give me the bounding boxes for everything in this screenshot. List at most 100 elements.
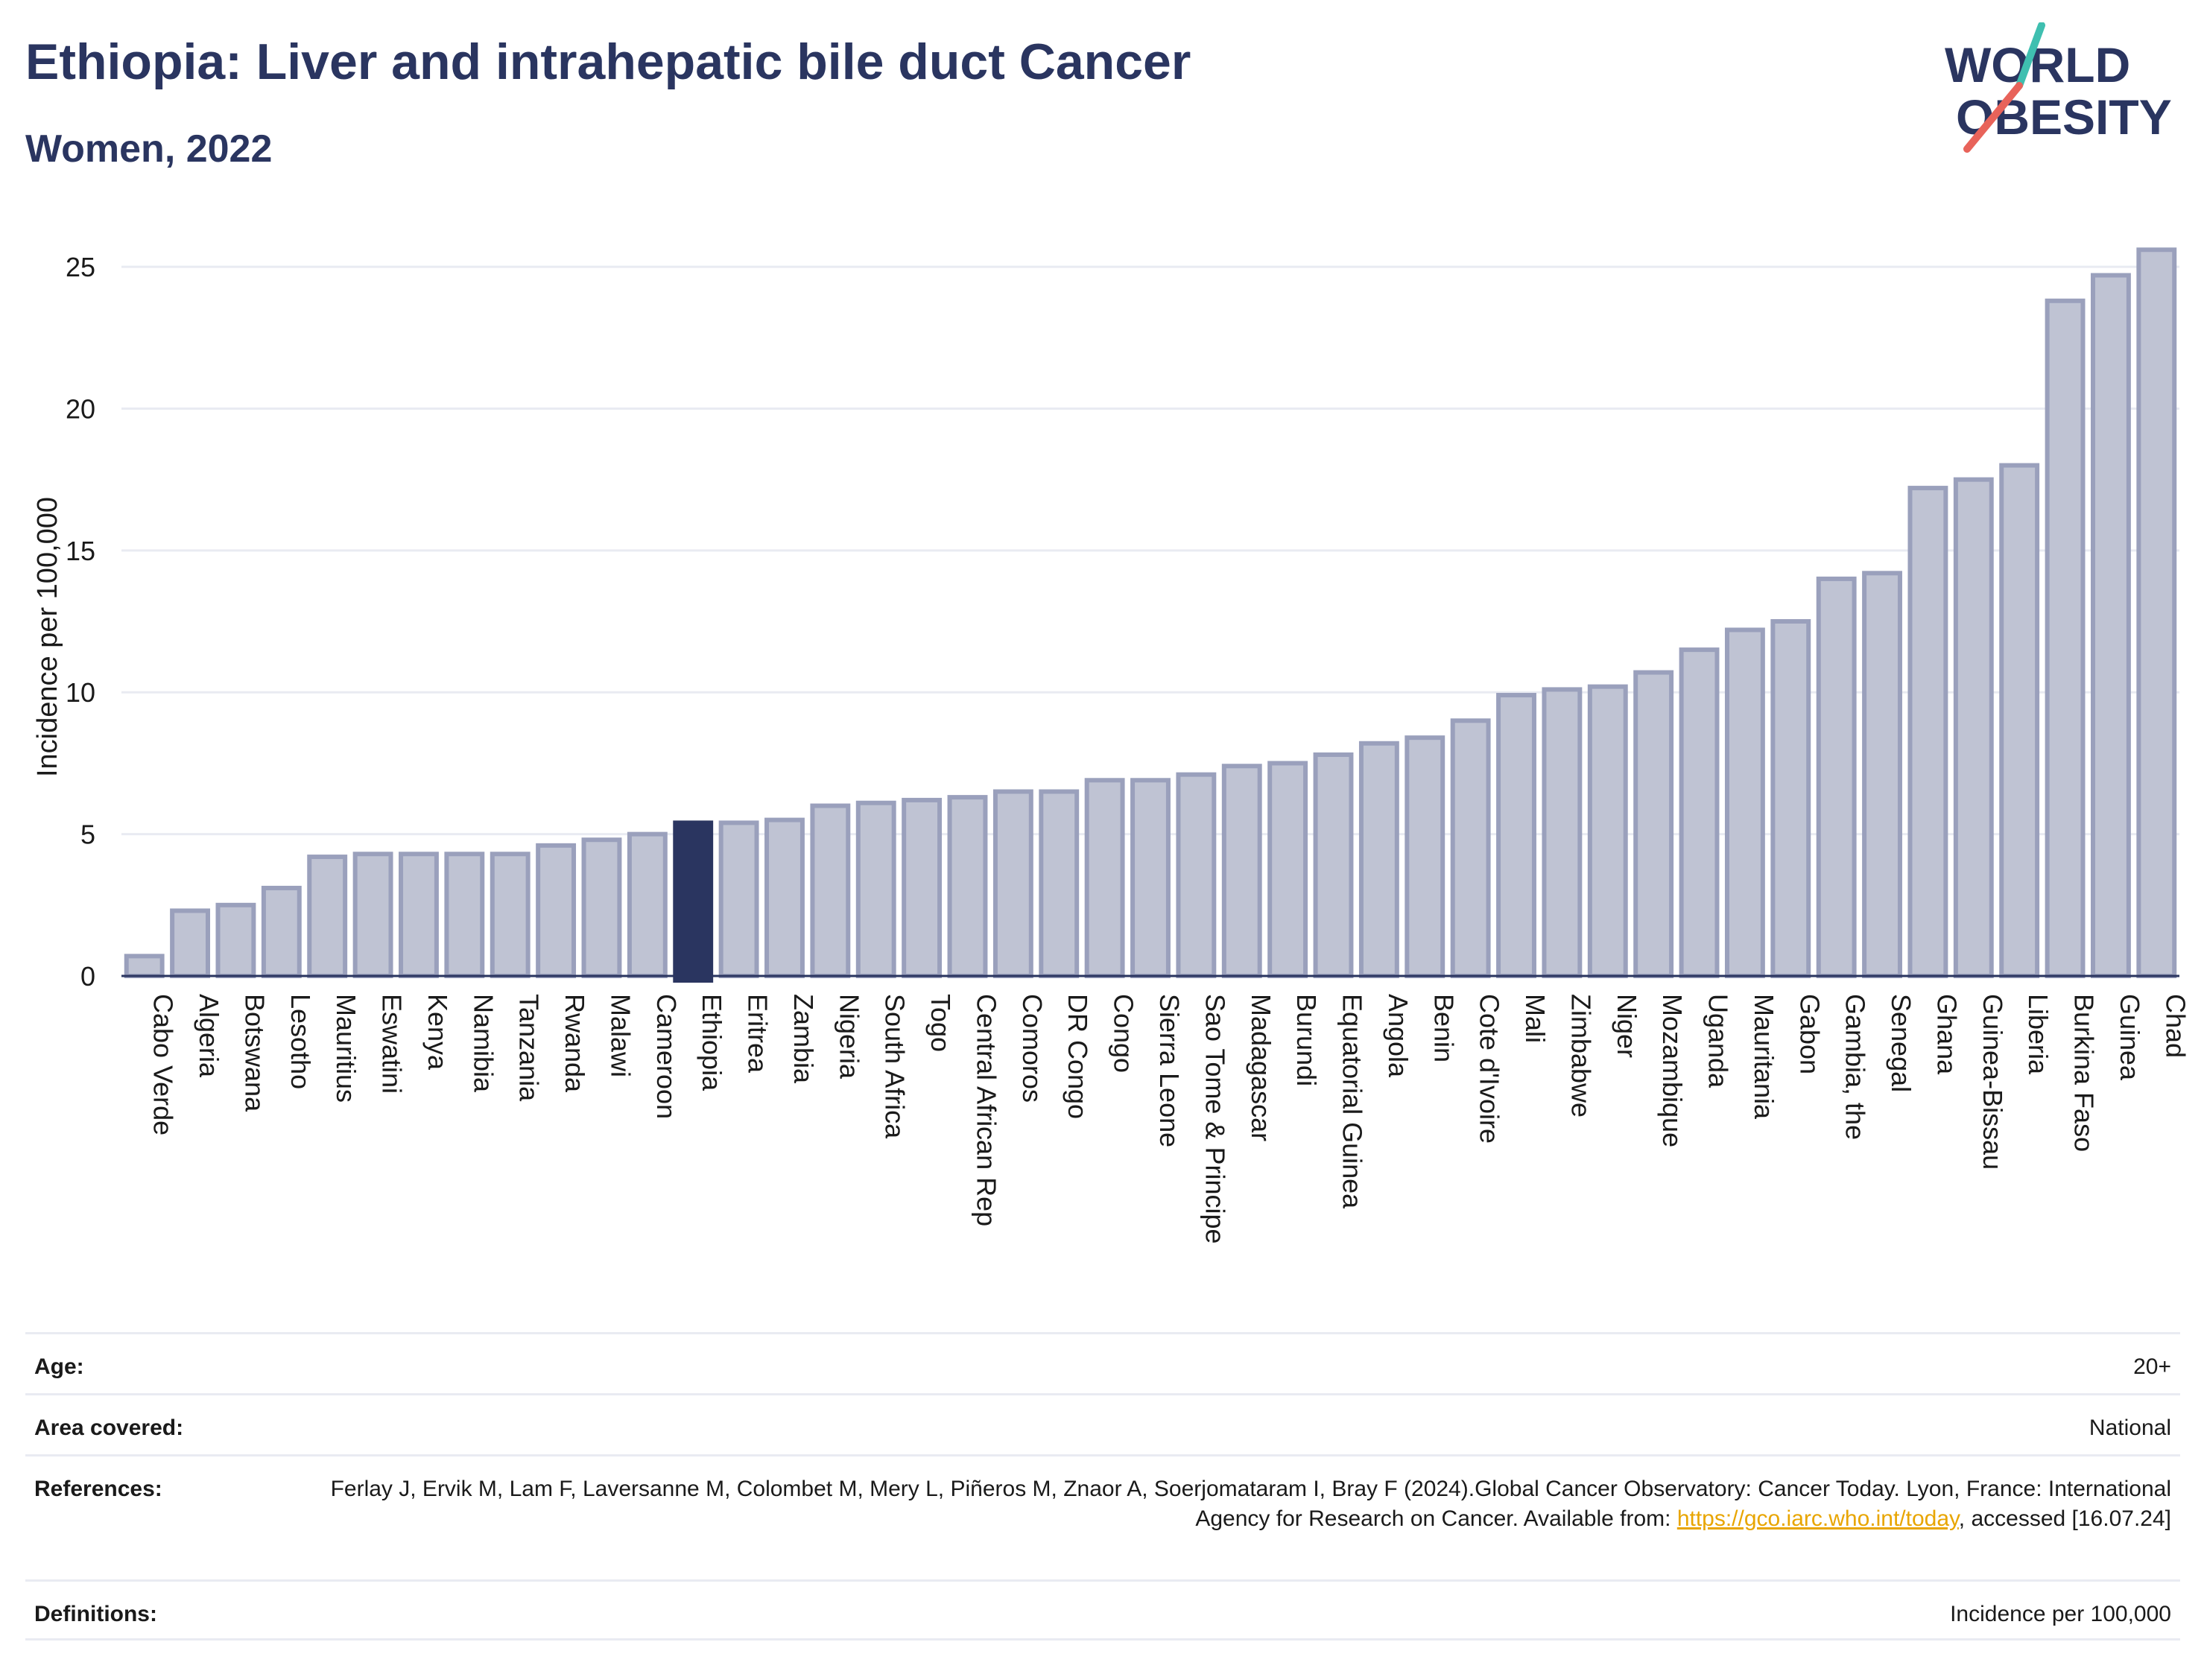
x-tick-label: Equatorial Guinea	[1337, 994, 1368, 1209]
x-tick-label: Lesotho	[285, 994, 316, 1089]
bar-comoros	[992, 789, 1033, 978]
references-text-start: Ferlay J, Ervik M, Lam F, Laversanne M, …	[330, 1477, 2171, 1531]
bar-eswatini	[352, 852, 393, 978]
bar-algeria	[170, 908, 211, 979]
x-tick-label: South Africa	[880, 994, 911, 1139]
info-row-age: Age: 20+	[25, 1332, 2180, 1393]
axis-layer: 0 5 10 15 20 25 Cabo Verde Algeria Botswana Lesot…	[66, 252, 2191, 1243]
bar-ethiopia	[673, 820, 714, 983]
y-tick-label: 5	[80, 820, 95, 850]
definitions-value: Incidence per 100,000	[1950, 1602, 2171, 1626]
x-tick-label: Mauritania	[1749, 994, 1779, 1120]
bar-ghana	[1907, 486, 1948, 979]
bar-senegal	[1862, 571, 1902, 978]
page-subtitle: Women, 2022	[25, 127, 273, 171]
x-tick-label: Gabon	[1794, 994, 1825, 1074]
bar-burundi	[1267, 761, 1308, 979]
bar-chart: 0 5 10 15 20 25 Cabo Verde Algeria Botswana Lesot…	[32, 247, 2191, 1244]
bar-mauritius	[307, 855, 348, 978]
y-axis-label: Incidence per 100,000	[32, 497, 63, 777]
bar-madagascar	[1221, 764, 1262, 978]
bar-nigeria	[810, 803, 851, 978]
bar-chad	[2136, 247, 2177, 978]
x-tick-label: Sao Tome & Principe	[1200, 994, 1230, 1244]
x-tick-label: Cameroon	[651, 994, 682, 1119]
x-tick-label: Benin	[1428, 994, 1459, 1062]
logo-line-2: OBESITY	[1956, 89, 2172, 145]
y-tick-label: 0	[80, 961, 95, 992]
bar-guinea-bissau	[1953, 477, 1994, 978]
bar-lesotho	[261, 885, 302, 979]
bar-uganda	[1679, 647, 1720, 978]
bar-liberia	[1999, 463, 2040, 979]
bar-cameroon	[627, 831, 668, 978]
bar-mali	[1496, 693, 1536, 978]
bar-sierra-leone	[1130, 778, 1171, 978]
x-tick-label: Eritrea	[743, 994, 773, 1074]
x-tick-label: Angola	[1383, 994, 1413, 1078]
bar-sao-tome-principe	[1176, 772, 1217, 979]
x-tick-label: Chad	[2160, 994, 2191, 1058]
bar-cote-d-ivoire	[1450, 718, 1491, 978]
bar-malawi	[581, 837, 622, 978]
bar-zambia	[764, 817, 805, 978]
references-label: References:	[34, 1477, 162, 1501]
x-tick-label: Mauritius	[331, 994, 361, 1103]
bar-rwanda	[536, 843, 577, 978]
x-tick-label: Zimbabwe	[1565, 994, 1596, 1118]
x-tick-label: DR Congo	[1063, 994, 1093, 1119]
x-tick-label: Guinea-Bissau	[1977, 994, 2008, 1170]
x-tick-label: Madagascar	[1246, 994, 1276, 1141]
x-tick-label: Zambia	[788, 994, 819, 1084]
logo-slash-teal	[2015, 22, 2045, 89]
x-tick-label: Ethiopia	[697, 994, 727, 1091]
x-tick-label: Liberia	[2023, 994, 2053, 1075]
y-tick-label: 15	[66, 536, 95, 566]
bar-kenya	[399, 852, 439, 978]
info-table: Age: 20+ Area covered: National Referenc…	[25, 1332, 2180, 1641]
bar-south-africa	[855, 800, 896, 978]
bar-namibia	[444, 852, 485, 978]
x-tick-label: Mozambique	[1657, 994, 1688, 1147]
bar-central-african-rep	[947, 795, 988, 978]
x-tick-label: Malawi	[605, 994, 636, 1077]
world-obesity-logo: WORLD OBESITY	[1945, 22, 2172, 153]
page-title: Ethiopia: Liver and intrahepatic bile du…	[25, 34, 1191, 90]
definitions-label: Definitions:	[34, 1602, 157, 1626]
info-row-definitions: Definitions: Incidence per 100,000	[25, 1579, 2180, 1641]
age-label: Age:	[34, 1354, 84, 1379]
bar-guinea	[2090, 273, 2131, 978]
age-value: 20+	[2133, 1354, 2171, 1379]
bar-congo	[1084, 778, 1125, 978]
y-tick-label: 10	[66, 677, 95, 708]
x-tick-label: Tanzania	[514, 994, 545, 1102]
x-tick-label: Algeria	[194, 994, 224, 1078]
y-tick-label: 20	[66, 393, 95, 424]
x-tick-label: Central African Rep	[971, 994, 1001, 1226]
x-tick-label: Guinea	[2115, 994, 2145, 1081]
x-tick-label: Cabo Verde	[148, 994, 179, 1135]
bar-niger	[1587, 684, 1628, 978]
references-text-end: , accessed [16.07.24]	[1958, 1506, 2171, 1531]
x-tick-label: Burundi	[1291, 994, 1322, 1086]
x-tick-label: Botswana	[239, 994, 270, 1112]
x-tick-label: Ghana	[1931, 994, 1962, 1075]
bars-layer	[124, 247, 2177, 983]
x-tick-label: Sierra Leone	[1154, 994, 1185, 1147]
x-tick-label: Comoros	[1017, 994, 1048, 1103]
x-tick-label: Namibia	[468, 994, 498, 1093]
bar-burkina-faso	[2045, 298, 2086, 978]
bar-tanzania	[490, 852, 531, 978]
bar-botswana	[215, 902, 256, 978]
x-tick-label: Senegal	[1886, 994, 1916, 1092]
x-tick-label: Nigeria	[834, 994, 864, 1080]
bar-equatorial-guinea	[1313, 752, 1354, 978]
bar-togo	[902, 797, 943, 979]
area-label: Area covered:	[34, 1416, 184, 1440]
x-tick-label: Eswatini	[377, 994, 408, 1094]
x-tick-label: Uganda	[1703, 994, 1734, 1088]
bar-mozambique	[1633, 670, 1674, 978]
references-link[interactable]: https://gco.iarc.who.int/today	[1676, 1506, 1959, 1531]
bar-zimbabwe	[1542, 687, 1583, 979]
area-value: National	[2089, 1416, 2171, 1440]
